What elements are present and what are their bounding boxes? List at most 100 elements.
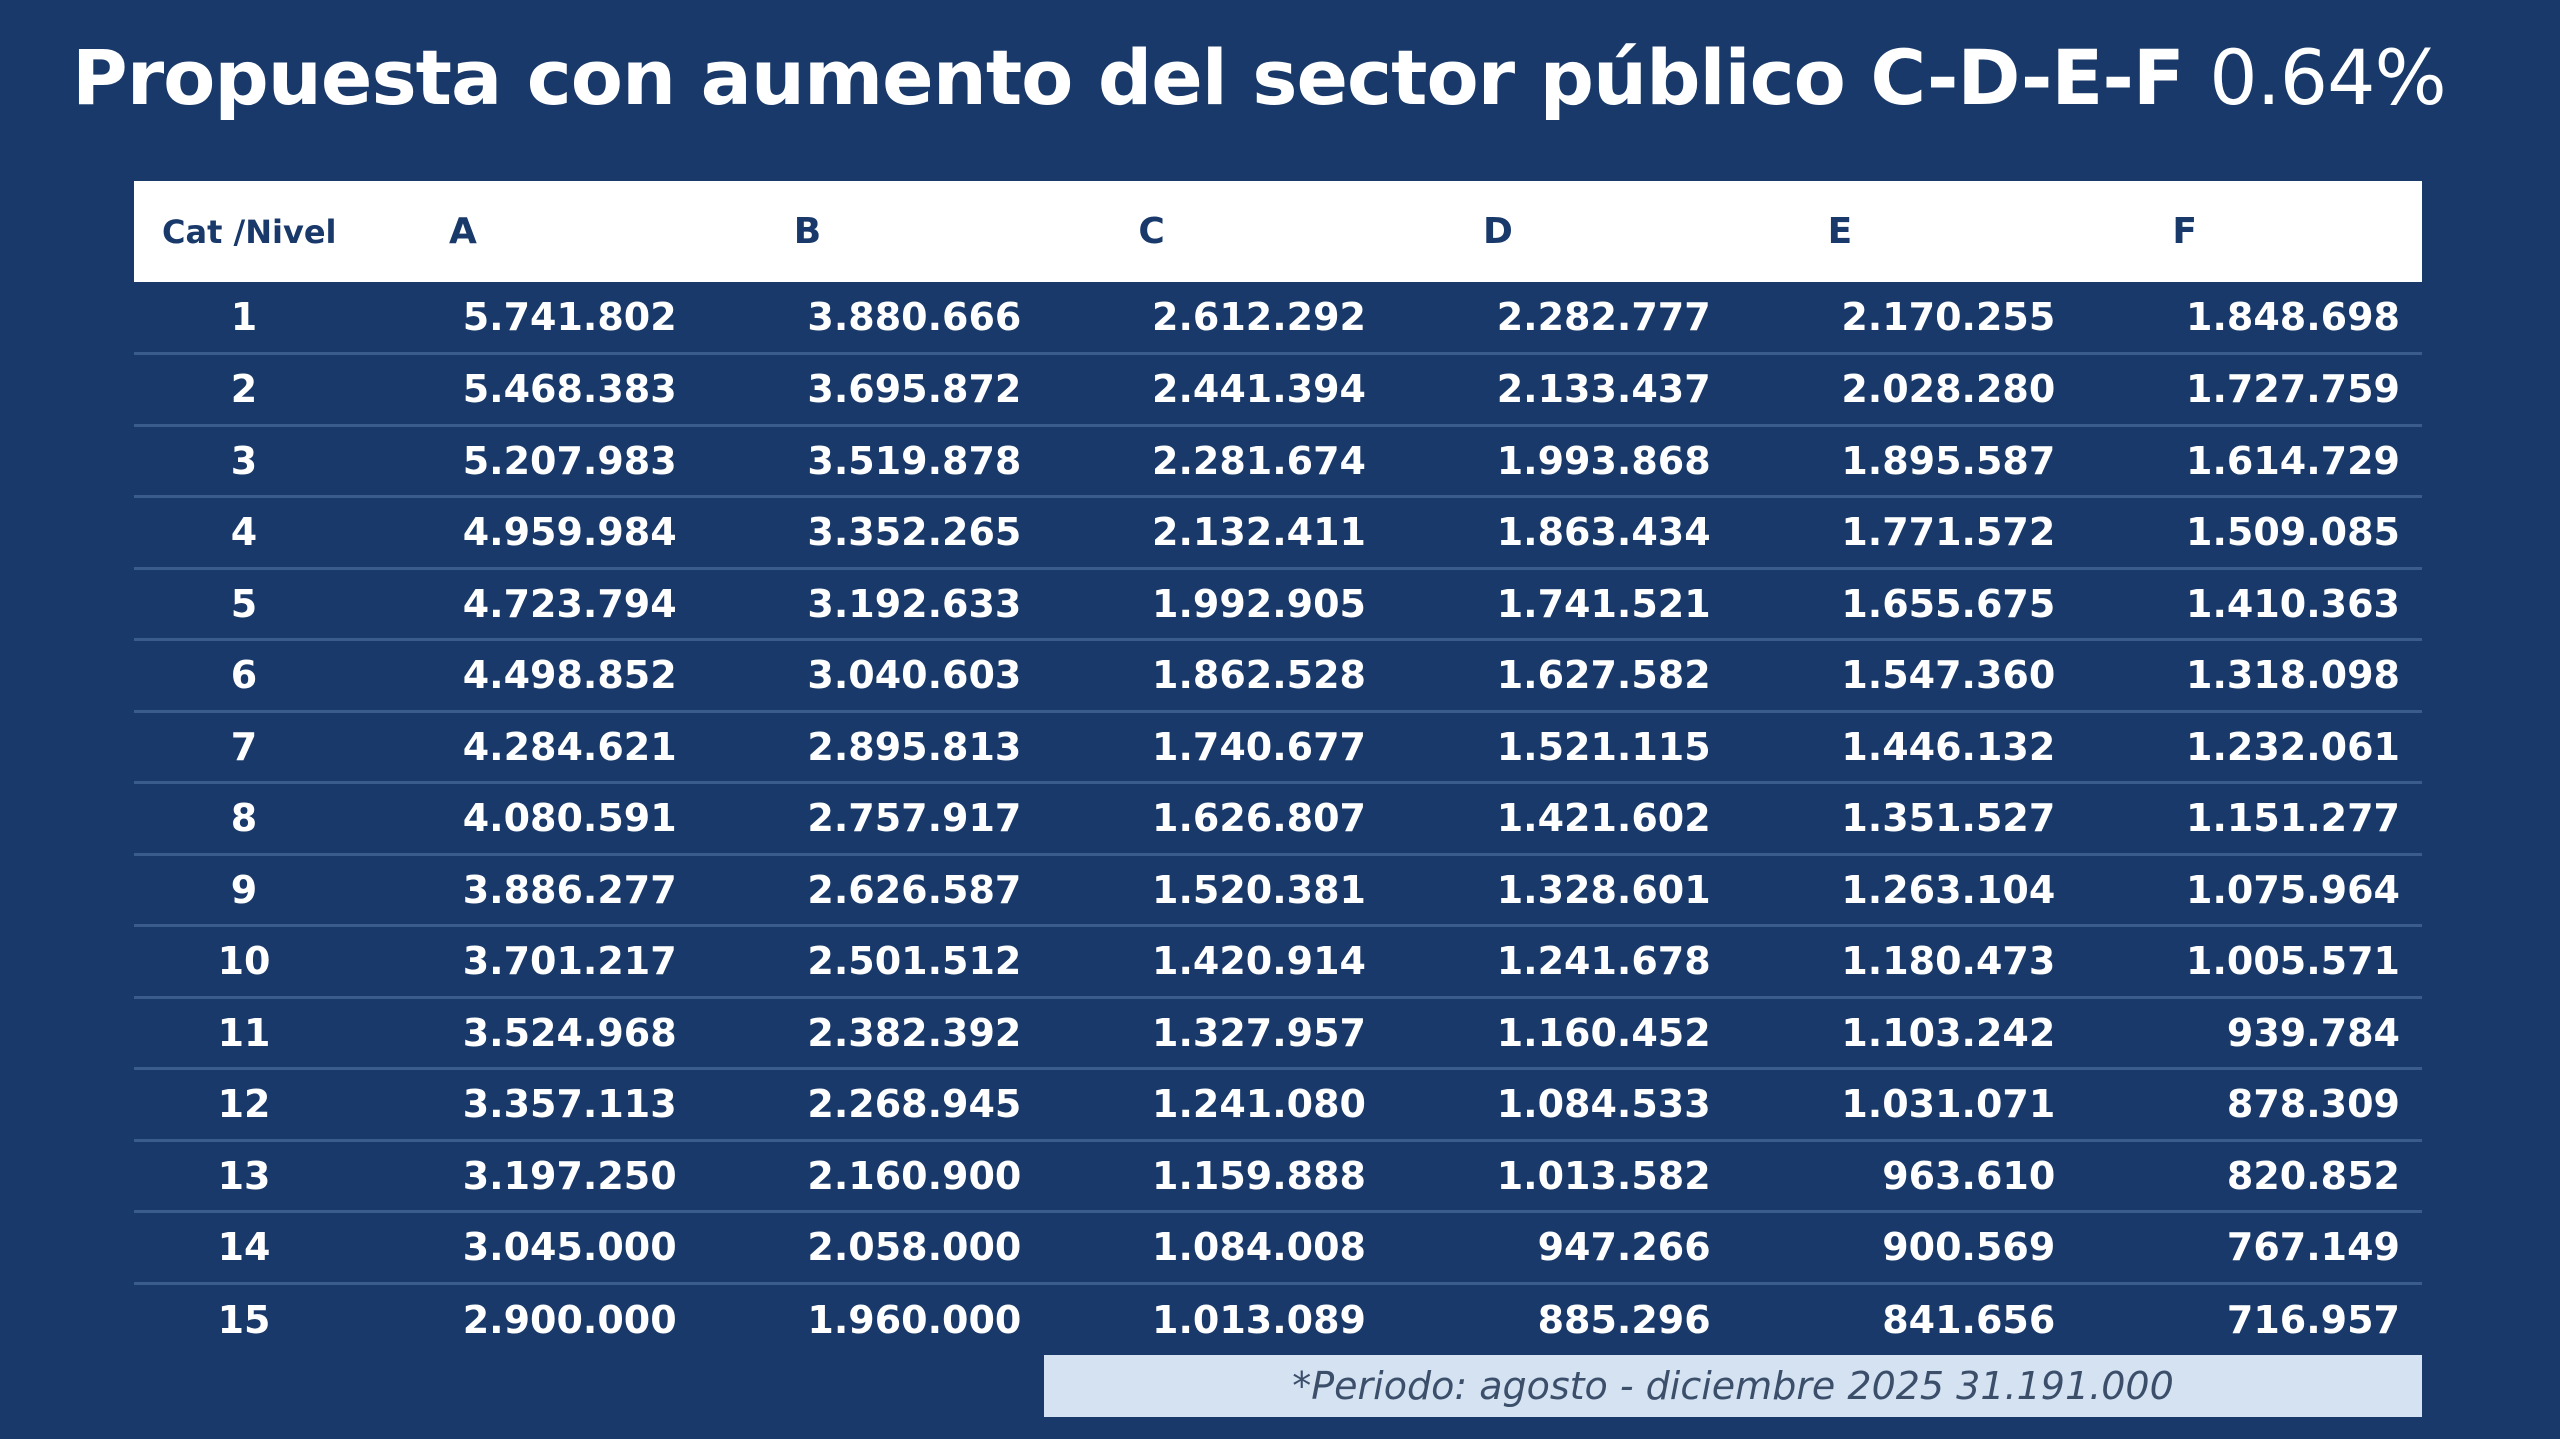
- row-category-cell: 5: [230, 581, 258, 626]
- value-cell: 1.005.571: [2186, 939, 2400, 984]
- row-category-cell: 11: [217, 1010, 271, 1055]
- value-cell: 1.421.602: [1496, 796, 1711, 841]
- value-cell: 1.103.242: [1841, 1010, 2056, 1055]
- header-col-c: C: [1138, 211, 1165, 252]
- slide-title-main: Propuesta con aumento del sector público…: [72, 33, 2185, 122]
- value-cell: 1.993.868: [1496, 438, 1711, 483]
- value-cell: 2.757.917: [807, 796, 1022, 841]
- salary-table-container: Cat /Nivel A B C D E F 1 5.741.802 3.880.666 2.61…: [134, 181, 2422, 1355]
- value-cell: 2.441.394: [1152, 367, 1366, 412]
- value-cell: 1.084.008: [1152, 1225, 1366, 1270]
- value-cell: 3.192.633: [807, 581, 1022, 626]
- table-header-row: Cat /Nivel A B C D E F: [134, 181, 2422, 282]
- value-cell: 1.863.434: [1496, 510, 1711, 555]
- row-category-cell: 9: [230, 867, 258, 912]
- value-cell: 2.900.000: [462, 1297, 677, 1342]
- value-cell: 3.197.250: [462, 1153, 677, 1198]
- value-cell: 2.133.437: [1496, 367, 1711, 412]
- value-cell: 2.612.292: [1152, 295, 1366, 339]
- value-cell: 1.013.089: [1152, 1297, 1366, 1342]
- value-cell: 900.569: [1882, 1225, 2056, 1270]
- header-col-a: A: [449, 211, 477, 252]
- row-category-cell: 4: [230, 510, 258, 555]
- value-cell: 1.263.104: [1841, 867, 2056, 912]
- header-col-e: E: [1827, 211, 1853, 252]
- value-cell: 1.741.521: [1496, 581, 1711, 626]
- value-cell: 1.895.587: [1841, 438, 2056, 483]
- table-row: 14 3.045.000 2.058.000 1.084.008 947.266 900.…: [134, 1212, 2422, 1283]
- value-cell: 2.895.813: [807, 724, 1022, 769]
- row-category-cell: 6: [230, 653, 258, 698]
- row-category-cell: 1: [230, 295, 258, 339]
- value-cell: 2.382.392: [807, 1010, 1022, 1055]
- value-cell: 4.080.591: [462, 796, 677, 841]
- table-row: 4 4.959.984 3.352.265 2.132.411 1.863.434 1.7…: [134, 497, 2422, 568]
- table-header: Cat /Nivel A B C D E F: [134, 181, 2422, 282]
- value-cell: 1.351.527: [1841, 796, 2056, 841]
- value-cell: 841.656: [1882, 1297, 2056, 1342]
- row-category-cell: 10: [217, 939, 271, 984]
- value-cell: 2.160.900: [807, 1153, 1022, 1198]
- row-category-cell: 12: [217, 1082, 271, 1127]
- table-row: 7 4.284.621 2.895.813 1.740.677 1.521.115 1.4…: [134, 711, 2422, 783]
- value-cell: 1.420.914: [1152, 939, 1366, 984]
- value-cell: 2.058.000: [807, 1225, 1022, 1270]
- value-cell: 963.610: [1882, 1153, 2056, 1198]
- table-row: 6 4.498.852 3.040.603 1.862.528 1.627.582 1.5…: [134, 640, 2422, 711]
- value-cell: 2.626.587: [807, 867, 1022, 912]
- value-cell: 1.180.473: [1841, 939, 2056, 984]
- table-row: 8 4.080.591 2.757.917 1.626.807 1.421.602 1.3…: [134, 783, 2422, 854]
- value-cell: 1.848.698: [2186, 295, 2400, 339]
- table-row: 3 5.207.983 3.519.878 2.281.674 1.993.868 1.8…: [134, 425, 2422, 497]
- value-cell: 1.232.061: [2186, 724, 2400, 769]
- value-cell: 3.886.277: [462, 867, 677, 912]
- slide-title: Propuesta con aumento del sector público…: [72, 28, 2492, 128]
- row-category-cell: 3: [230, 438, 258, 483]
- table-row: 12 3.357.113 2.268.945 1.241.080 1.084.533 1.…: [134, 1069, 2422, 1140]
- value-cell: 1.241.080: [1152, 1082, 1366, 1127]
- value-cell: 1.992.905: [1152, 581, 1366, 626]
- header-cat-nivel: Cat /Nivel: [162, 212, 337, 251]
- value-cell: 1.031.071: [1841, 1082, 2056, 1127]
- value-cell: 3.880.666: [807, 295, 1022, 339]
- slide-title-percentage: 0.64%: [2209, 33, 2446, 122]
- header-col-b: B: [793, 211, 822, 252]
- value-cell: 3.519.878: [807, 438, 1022, 483]
- value-cell: 1.446.132: [1841, 724, 2056, 769]
- table-row: 9 3.886.277 2.626.587 1.520.381 1.328.601 1.2…: [134, 854, 2422, 926]
- salary-table: Cat /Nivel A B C D E F 1 5.741.802 3.880.666 2.61…: [134, 181, 2422, 1355]
- value-cell: 1.075.964: [2186, 867, 2400, 912]
- value-cell: 3.352.265: [807, 510, 1022, 555]
- value-cell: 1.159.888: [1152, 1153, 1366, 1198]
- value-cell: 1.520.381: [1152, 867, 1366, 912]
- value-cell: 878.309: [2226, 1082, 2400, 1127]
- value-cell: 4.959.984: [462, 510, 677, 555]
- table-row: 1 5.741.802 3.880.666 2.612.292 2.282.777 2.1…: [134, 282, 2422, 354]
- value-cell: 947.266: [1537, 1225, 1711, 1270]
- value-cell: 820.852: [2226, 1153, 2400, 1198]
- table-body: 1 5.741.802 3.880.666 2.612.292 2.282.777 2.1…: [134, 282, 2422, 1355]
- table-row: 5 4.723.794 3.192.633 1.992.905 1.741.521 1.6…: [134, 568, 2422, 640]
- value-cell: 1.655.675: [1841, 581, 2056, 626]
- value-cell: 1.862.528: [1152, 653, 1366, 698]
- value-cell: 2.501.512: [807, 939, 1022, 984]
- table-row: 2 5.468.383 3.695.872 2.441.394 2.133.437 2.0…: [134, 354, 2422, 425]
- value-cell: 1.318.098: [2186, 653, 2400, 698]
- value-cell: 3.040.603: [807, 653, 1022, 698]
- value-cell: 5.468.383: [462, 367, 677, 412]
- row-category-cell: 13: [217, 1153, 271, 1198]
- value-cell: 1.547.360: [1841, 653, 2056, 698]
- value-cell: 2.281.674: [1152, 438, 1366, 483]
- value-cell: 1.740.677: [1152, 724, 1366, 769]
- value-cell: 2.028.280: [1841, 367, 2056, 412]
- value-cell: 2.282.777: [1496, 295, 1711, 339]
- value-cell: 1.626.807: [1152, 796, 1366, 841]
- value-cell: 5.207.983: [462, 438, 677, 483]
- value-cell: 3.695.872: [807, 367, 1022, 412]
- value-cell: 4.284.621: [462, 724, 677, 769]
- value-cell: 885.296: [1537, 1297, 1711, 1342]
- row-category-cell: 14: [217, 1225, 271, 1270]
- header-col-f: F: [2172, 211, 2197, 252]
- value-cell: 4.723.794: [462, 581, 677, 626]
- value-cell: 2.268.945: [807, 1082, 1022, 1127]
